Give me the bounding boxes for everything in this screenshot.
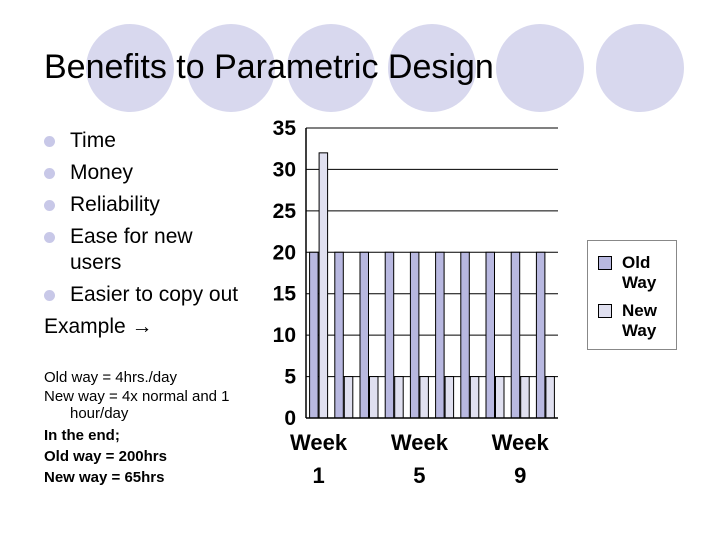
bar-new-way	[444, 376, 455, 419]
example-line: Example →	[44, 314, 244, 340]
x-tick-number: 9	[514, 463, 526, 488]
bar-new-way	[419, 376, 429, 419]
bullet-text: Reliability	[70, 193, 160, 216]
bullet-text: Ease for new users	[70, 225, 193, 274]
y-tick-label: 0	[284, 407, 296, 430]
bar-new-way	[318, 152, 329, 419]
bullet-dot-icon	[44, 232, 55, 243]
x-tick-number: 1	[312, 463, 324, 488]
y-tick-label: 5	[284, 366, 296, 389]
bullet-dot-icon	[44, 200, 55, 211]
decorative-circles	[86, 24, 684, 112]
bar-old-way	[409, 251, 420, 419]
bullet-dot-icon	[44, 168, 55, 179]
slide-title: Benefits to Parametric Design	[44, 48, 494, 86]
bar-old-way	[309, 251, 319, 419]
bar-new-way	[394, 376, 404, 419]
decor-circle	[287, 24, 375, 112]
bar-old-way	[334, 251, 344, 419]
bar-old-way	[384, 251, 395, 419]
bullet-text: Easier to copy out	[70, 283, 239, 306]
bar-new-way	[520, 376, 530, 419]
legend-label-old-way: Old Way	[622, 253, 657, 292]
right-arrow-icon: →	[131, 315, 153, 338]
bar-old-way	[359, 251, 369, 419]
bar-new-way	[369, 376, 379, 419]
conclusion-heading: In the end;	[44, 427, 120, 444]
bar-old-way	[510, 251, 521, 419]
y-tick-label: 25	[273, 200, 297, 223]
notes: Old way = 4hrs./day New way = 4x normal …	[44, 368, 244, 488]
bar-new-way	[469, 376, 480, 419]
decor-circle	[187, 24, 275, 112]
bullet-item: Ease for new users	[44, 224, 244, 276]
bullet-item: Easier to copy out	[44, 282, 244, 308]
bullet-item: Time	[44, 128, 244, 154]
bullet-text: Time	[70, 129, 116, 152]
bullet-item: Money	[44, 160, 244, 186]
conclusion-old-way: Old way = 200hrs	[44, 448, 167, 465]
bullet-item: Reliability	[44, 192, 244, 218]
conclusion-new-way: New way = 65hrs	[44, 469, 165, 486]
note-old-way: Old way = 4hrs./day	[44, 369, 177, 386]
x-tick-label: Week	[492, 430, 550, 455]
decor-circle	[596, 24, 684, 112]
bar-new-way	[343, 376, 354, 419]
y-tick-label: 20	[273, 241, 296, 264]
chart-legend: Old Way New Way	[587, 240, 677, 350]
bullet-dot-icon	[44, 290, 55, 301]
bar-new-way	[495, 376, 505, 419]
legend-swatch-old-way	[598, 256, 612, 270]
x-tick-number: 5	[413, 463, 425, 488]
x-tick-label: Week	[290, 430, 348, 455]
bullet-dot-icon	[44, 136, 55, 147]
bar-old-way	[435, 251, 445, 419]
decor-circle	[496, 24, 584, 112]
x-tick-label: Week	[391, 430, 449, 455]
legend-label-new-way: New Way	[622, 301, 657, 340]
example-label: Example	[44, 315, 126, 338]
y-tick-label: 30	[273, 158, 296, 181]
note-new-way: New way = 4x normal and 1 hour/day	[44, 388, 230, 422]
y-tick-label: 15	[273, 283, 297, 306]
bar-old-way	[485, 251, 495, 419]
y-tick-label: 35	[273, 117, 297, 140]
bar-new-way	[545, 376, 555, 419]
bar-old-way	[460, 251, 470, 419]
bullet-list: Time Money Reliability Ease for new user…	[44, 128, 244, 340]
bullet-text: Money	[70, 161, 134, 184]
decor-circle	[388, 24, 476, 112]
legend-swatch-new-way	[598, 304, 612, 318]
y-tick-label: 10	[273, 324, 296, 347]
bar-old-way	[535, 251, 546, 419]
decor-circle	[86, 24, 174, 112]
